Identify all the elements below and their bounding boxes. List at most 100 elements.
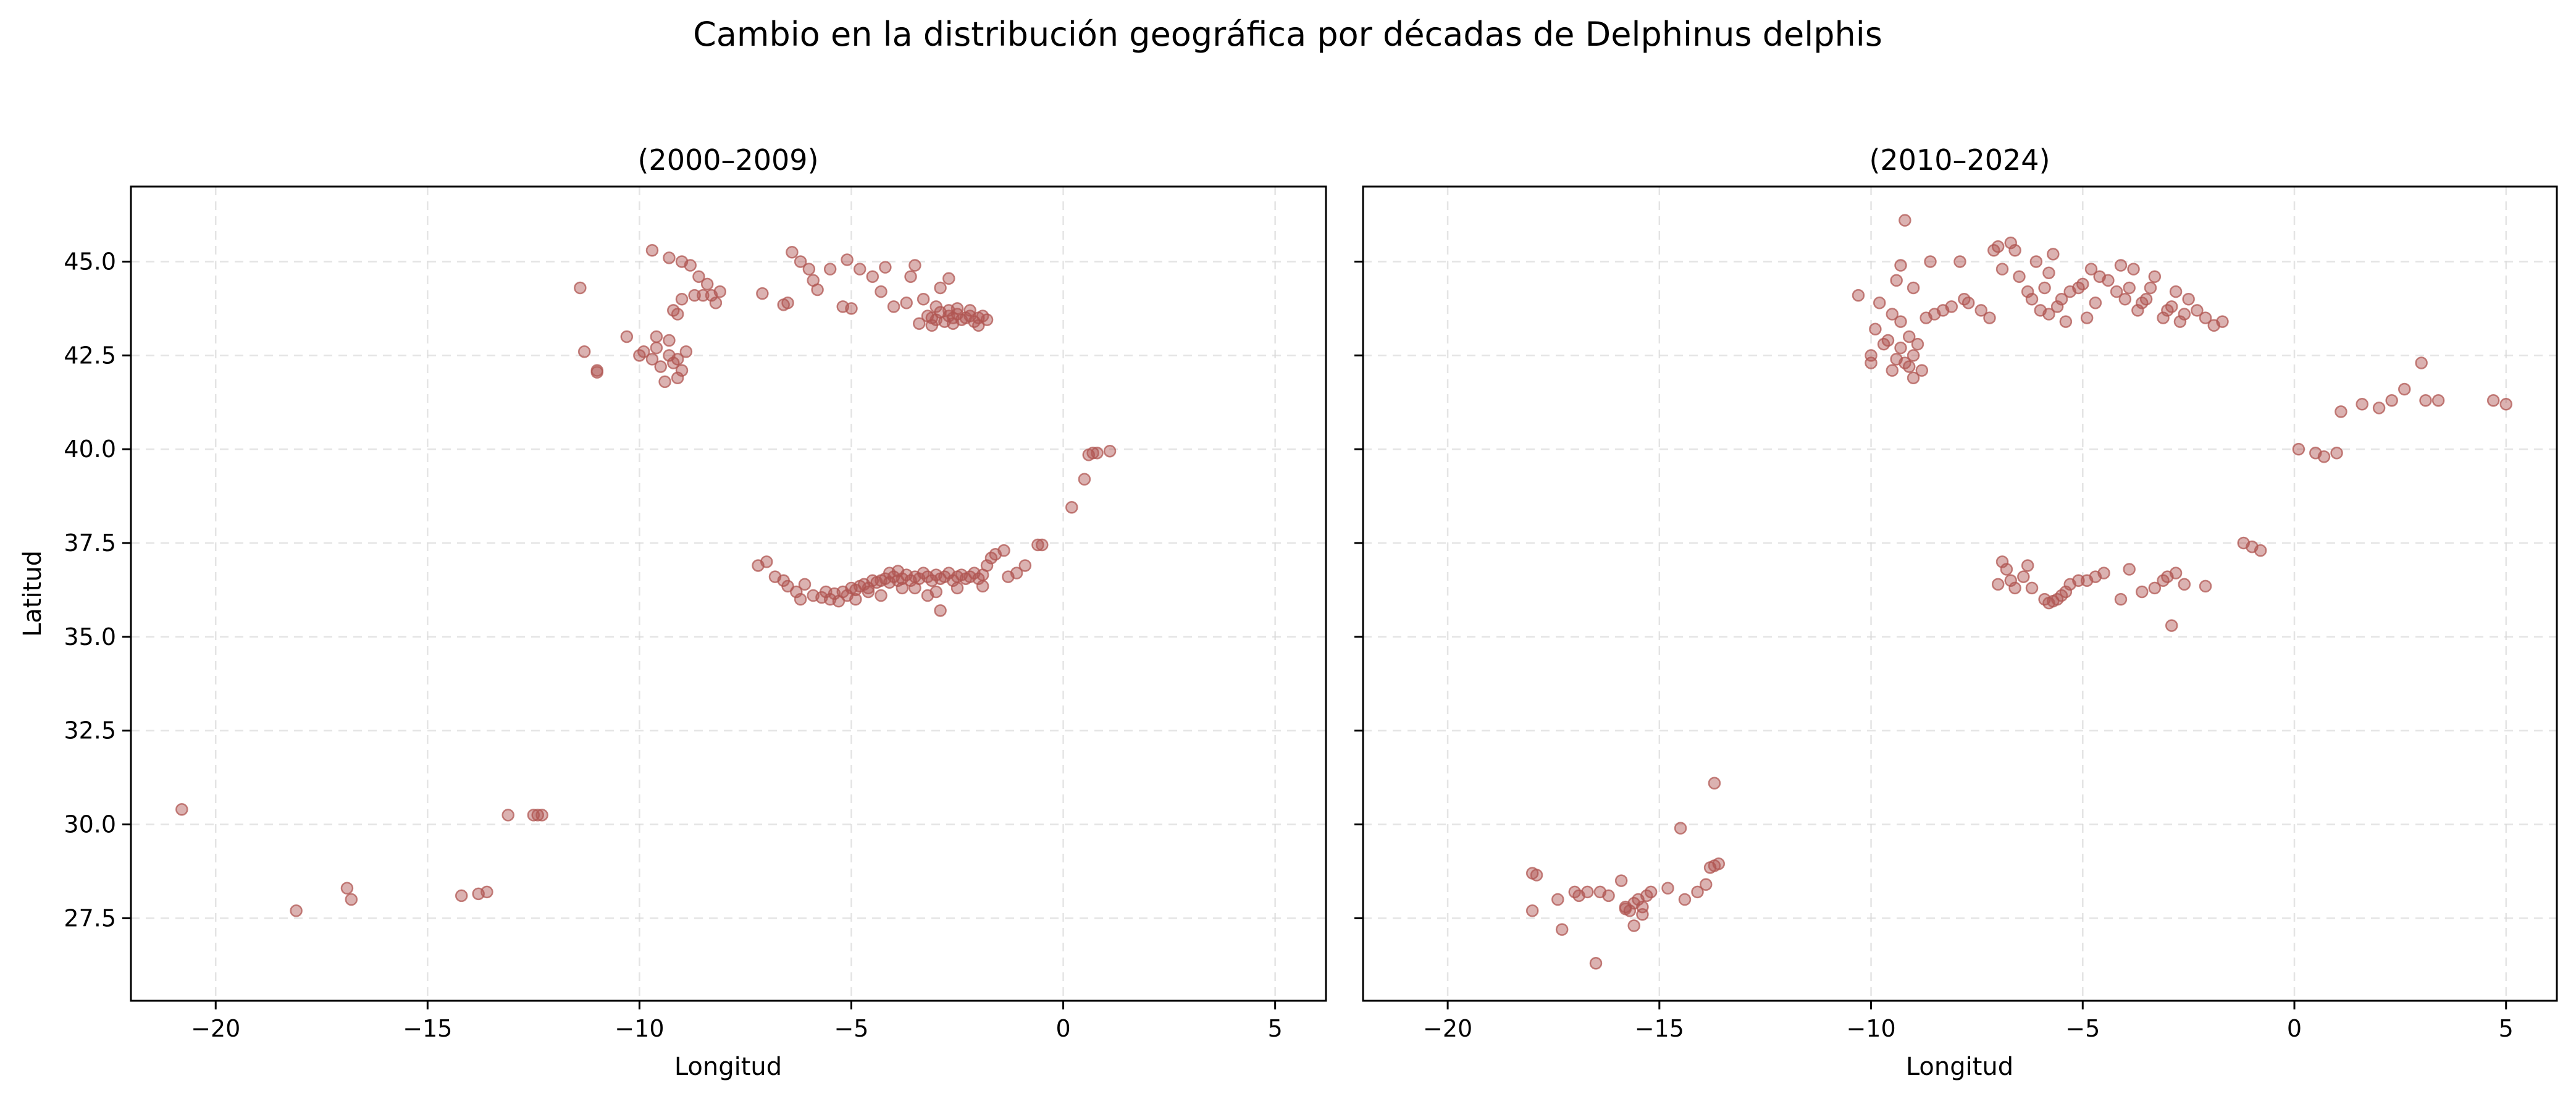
- scatter-point: [654, 360, 667, 373]
- scatter-point: [535, 809, 548, 822]
- scatter-point: [2191, 304, 2204, 317]
- scatter-point: [658, 375, 671, 389]
- scatter-point: [1555, 923, 1569, 936]
- scatter-point: [2013, 270, 2026, 284]
- scatter-point: [620, 330, 634, 343]
- scatter-point: [997, 544, 1010, 557]
- scatter-point: [501, 809, 514, 822]
- scatter-point: [709, 297, 723, 309]
- scatter-point: [841, 253, 854, 266]
- scatter-point: [671, 353, 684, 366]
- scatter-point: [1953, 255, 1966, 268]
- scatter-point: [1086, 446, 1099, 460]
- plot-frame: [130, 185, 1327, 1002]
- scatter-point: [527, 809, 540, 822]
- scatter-point: [1581, 885, 1594, 899]
- scatter-point: [2356, 398, 2368, 411]
- scatter-point: [1915, 364, 1929, 377]
- scatter-point: [1661, 882, 1674, 895]
- scatter-point: [853, 263, 866, 276]
- scatter-point: [290, 904, 303, 917]
- scatter-point: [929, 585, 942, 599]
- scatter-point: [1699, 878, 1713, 891]
- scatter-point: [946, 317, 960, 330]
- scatter-point: [455, 889, 468, 903]
- scatter-point: [2169, 285, 2183, 298]
- scatter-point: [2419, 394, 2432, 407]
- scatter-point: [650, 330, 663, 343]
- scatter-point: [1958, 292, 1971, 306]
- scatter-point: [1065, 501, 1078, 514]
- scatter-point: [2182, 292, 2195, 306]
- scatter-point: [2076, 277, 2089, 291]
- scatter-point: [1902, 330, 1916, 343]
- y-axis-ticks: 27.5 30.0 32.5 35.0 37.5 40.0 42.5 45.0: [64, 248, 131, 932]
- x-tick-label: −20: [1423, 1015, 1472, 1042]
- scatter-point: [917, 292, 930, 306]
- scatter-point: [1010, 566, 1023, 579]
- scatter-point: [2431, 394, 2445, 407]
- scatter-point: [679, 345, 693, 358]
- figure-title: Cambio en la distribución geográfica por…: [693, 15, 1882, 54]
- scatter-point: [1991, 578, 2005, 591]
- scatter-point: [340, 882, 354, 895]
- x-axis-label: Longitud: [674, 1053, 782, 1081]
- x-tick-label: −20: [191, 1015, 240, 1042]
- scatter-point: [862, 585, 875, 599]
- scatter-points: [175, 244, 1117, 917]
- scatter-point: [2021, 559, 2034, 572]
- scatter-point: [2097, 566, 2110, 579]
- scatter-point: [1974, 304, 1988, 317]
- scatter-point: [2055, 292, 2068, 306]
- scatter-point: [820, 585, 833, 599]
- scatter-point: [1907, 281, 1920, 295]
- scatter-point: [900, 297, 913, 309]
- scatter-point: [700, 277, 714, 291]
- scatter-point: [963, 304, 976, 317]
- scatter-point: [2118, 292, 2132, 306]
- panel-2010-2024: (2010–2024) −20 −15 −10 −5 0 5 Longitud: [1354, 143, 2558, 1081]
- scatter-point: [1995, 263, 2009, 276]
- x-axis-ticks: −20 −15 −10 −5 0 5: [1423, 1001, 2514, 1042]
- scatter-point: [929, 300, 942, 313]
- y-tick-label: 27.5: [64, 904, 116, 932]
- scatter-point: [1712, 857, 1726, 870]
- scatter-point: [756, 287, 769, 300]
- scatter-point: [1619, 902, 1632, 916]
- scatter-point: [2059, 315, 2073, 328]
- scatter-point: [1894, 315, 1907, 328]
- scatter-point: [760, 555, 773, 568]
- scatter-point: [1865, 349, 1877, 362]
- panel-2000-2009: (2000–2009) −20 −15 −10 −5 0 5 27.5 30.0 32.5 35…: [19, 143, 1327, 1081]
- scatter-point: [697, 288, 710, 302]
- scatter-point: [2114, 592, 2128, 606]
- scatter-point: [590, 366, 604, 379]
- scatter-point: [896, 581, 909, 595]
- x-tick-label: −10: [1846, 1015, 1895, 1042]
- scatter-point: [925, 319, 939, 332]
- scatter-point: [934, 281, 947, 295]
- scatter-points: [1525, 214, 2512, 970]
- scatter-point: [645, 244, 659, 257]
- scatter-point: [1525, 904, 1539, 917]
- scatter-point: [866, 270, 879, 284]
- scatter-point: [637, 345, 650, 358]
- scatter-point: [1602, 889, 1615, 903]
- panel-title: (2000–2009): [637, 143, 818, 177]
- scatter-point: [2335, 405, 2347, 418]
- scatter-point: [1691, 885, 1704, 899]
- scatter-point: [2089, 297, 2102, 309]
- scatter-point: [2139, 292, 2153, 306]
- y-tick-label: 30.0: [64, 811, 116, 838]
- x-tick-label: 0: [2287, 1015, 2302, 1042]
- scatter-point: [811, 283, 824, 297]
- scatter-point: [692, 270, 705, 284]
- y-tick-label: 37.5: [64, 529, 116, 557]
- scatter-point: [531, 809, 544, 822]
- scatter-point: [1678, 893, 1692, 906]
- scatter-point: [663, 334, 676, 347]
- scatter-point: [1852, 288, 1865, 302]
- x-tick-label: −10: [615, 1015, 664, 1042]
- scatter-point: [875, 589, 887, 602]
- scatter-point: [1886, 308, 1899, 321]
